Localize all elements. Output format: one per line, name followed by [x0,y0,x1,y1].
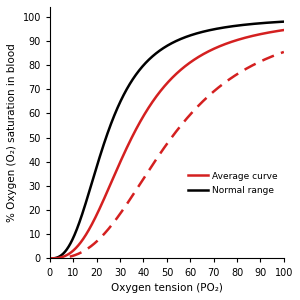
Legend: Average curve, Normal range: Average curve, Normal range [184,168,282,199]
Y-axis label: % Oxygen (O₂) saturation in blood: % Oxygen (O₂) saturation in blood [7,43,17,222]
X-axis label: Oxygen tension (PO₂): Oxygen tension (PO₂) [111,283,223,293]
